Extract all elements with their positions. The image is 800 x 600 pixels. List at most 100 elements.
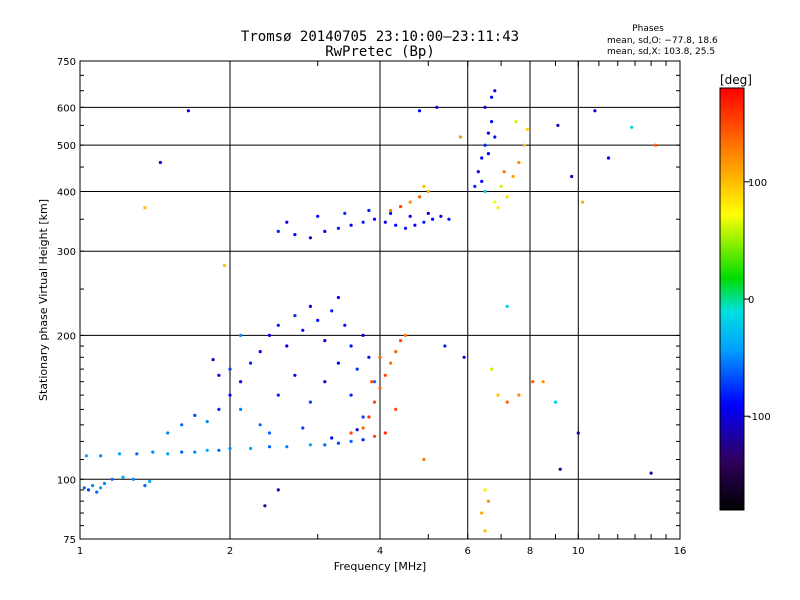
data-point — [86, 488, 91, 492]
data-point — [505, 195, 509, 199]
data-point — [422, 184, 426, 188]
data-point — [413, 223, 417, 227]
data-point — [389, 211, 393, 215]
data-point — [102, 481, 107, 486]
data-point — [522, 143, 527, 147]
x-tick-label: 8 — [527, 546, 533, 557]
data-point — [323, 380, 327, 384]
data-point — [483, 529, 487, 533]
data-point — [263, 504, 267, 508]
data-point — [553, 400, 558, 404]
data-point — [511, 174, 515, 179]
data-point — [394, 223, 398, 227]
data-point — [316, 318, 320, 322]
data-point — [490, 120, 494, 124]
data-point — [361, 415, 365, 419]
data-point — [417, 195, 422, 199]
data-point — [211, 358, 215, 362]
data-point — [276, 393, 280, 397]
x-tick-label: 4 — [377, 546, 383, 557]
data-point — [131, 477, 135, 481]
phase-stats-heading: Phases — [632, 24, 664, 34]
data-point — [372, 380, 377, 384]
data-point — [349, 439, 353, 443]
data-point — [431, 217, 435, 221]
data-point — [517, 393, 521, 397]
data-point — [249, 361, 253, 365]
data-point — [148, 479, 152, 483]
colorbar-label: [deg] — [720, 73, 752, 87]
data-point — [249, 446, 253, 451]
data-point — [205, 448, 209, 452]
data-point — [389, 208, 393, 213]
data-point — [389, 361, 393, 365]
data-point — [276, 229, 280, 233]
data-point — [355, 367, 359, 371]
data-point — [228, 367, 232, 371]
data-point — [480, 511, 484, 515]
data-point — [496, 393, 500, 397]
data-point — [361, 333, 365, 337]
colorbar-tick-label: -100 — [748, 412, 771, 423]
x-axis-label: Frequency [MHz] — [334, 560, 426, 573]
data-point — [121, 475, 125, 479]
data-point — [403, 333, 408, 337]
data-point — [514, 120, 518, 124]
data-point — [394, 407, 398, 411]
data-point — [525, 127, 529, 131]
data-point — [186, 109, 190, 113]
data-point — [383, 220, 387, 224]
y-axis-label: Stationary phase Virtual Height [km] — [37, 199, 50, 401]
y-tick-label: 100 — [57, 475, 76, 486]
data-point — [458, 135, 462, 139]
data-point — [267, 333, 272, 337]
data-point — [180, 450, 184, 454]
data-point — [267, 431, 272, 435]
data-point — [217, 448, 221, 452]
data-point — [82, 486, 86, 490]
data-point — [372, 217, 377, 221]
data-point — [394, 350, 398, 354]
data-point — [399, 339, 403, 343]
data-point — [361, 438, 365, 442]
chart-subtitle: RwPretec (Bp) — [325, 44, 435, 60]
data-point — [349, 431, 353, 435]
data-point — [367, 355, 371, 359]
data-point — [180, 423, 184, 427]
y-tick-label: 600 — [57, 103, 76, 114]
data-point — [473, 184, 477, 188]
data-point — [493, 200, 497, 204]
x-tick-label: 10 — [572, 546, 585, 557]
data-point — [343, 211, 347, 215]
data-point — [483, 488, 487, 492]
data-point — [267, 445, 272, 449]
data-point — [308, 236, 312, 240]
data-point — [480, 179, 484, 183]
data-point — [276, 323, 280, 327]
data-point — [593, 109, 597, 113]
data-point — [476, 170, 480, 174]
y-tick-label: 750 — [57, 57, 76, 68]
x-tick-label: 6 — [465, 546, 471, 557]
data-point — [378, 386, 382, 390]
data-point — [426, 211, 430, 215]
data-point — [383, 373, 387, 377]
data-point — [166, 431, 170, 435]
data-point — [301, 328, 305, 332]
data-point — [84, 454, 88, 458]
data-point — [517, 160, 521, 165]
data-point — [361, 426, 365, 430]
data-point — [349, 393, 353, 397]
data-point — [483, 143, 487, 147]
data-point — [505, 400, 509, 404]
data-point — [293, 233, 297, 237]
data-point — [531, 380, 535, 384]
data-point — [336, 441, 340, 445]
data-point — [217, 373, 221, 377]
data-point — [316, 214, 320, 218]
x-tick-label: 16 — [674, 546, 687, 557]
data-point — [483, 189, 487, 194]
data-point — [447, 217, 451, 221]
x-axis-ticks: 1 2 4 6 8 10 16 — [77, 61, 687, 557]
y-tick-label: 300 — [57, 247, 76, 258]
